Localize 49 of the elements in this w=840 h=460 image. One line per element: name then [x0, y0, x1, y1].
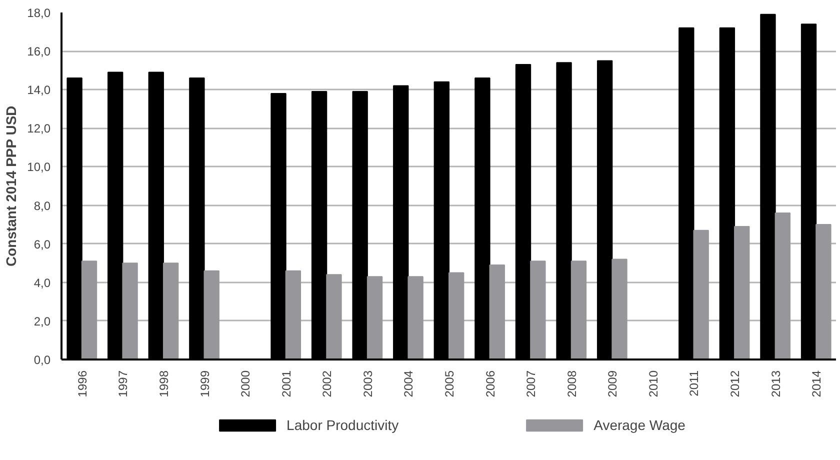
bar	[204, 270, 220, 360]
x-tick-label: 2007	[524, 370, 538, 398]
bar	[448, 272, 464, 360]
bar	[285, 270, 302, 360]
x-tick-label: 1996	[75, 370, 90, 398]
y-tick-label: 4,0	[34, 276, 51, 290]
bar	[693, 230, 709, 360]
x-tick-label: 2008	[564, 370, 579, 398]
x-tick-label: 1997	[116, 370, 130, 398]
bar	[489, 264, 505, 360]
y-tick-label: 0,0	[34, 353, 51, 367]
x-tick-label: 2003	[360, 370, 375, 398]
x-tick-label: 1998	[156, 370, 171, 398]
x-tick-label: 2014	[810, 370, 824, 398]
x-tick-label: 2005	[442, 370, 456, 398]
y-tick-label: 2,0	[34, 314, 51, 328]
y-tick-label: 14,0	[27, 83, 51, 98]
x-tick-label: 2010	[646, 370, 660, 398]
bar	[570, 260, 587, 360]
y-tick-label: 16,0	[27, 44, 51, 59]
x-tick-label: 2011	[687, 370, 702, 396]
x-tick-label: 2002	[320, 370, 334, 398]
bar	[530, 260, 546, 360]
bar	[326, 274, 342, 360]
bar	[612, 258, 628, 360]
x-tick-label: 2000	[238, 370, 253, 398]
bar	[774, 212, 790, 360]
bar	[122, 262, 138, 360]
legend-label: Average Wage	[594, 417, 686, 433]
y-tick-label: 12,0	[27, 122, 51, 136]
x-tick-label: 2013	[768, 370, 783, 398]
x-tick-label: 2009	[606, 370, 620, 398]
y-tick-label: 18,0	[27, 6, 51, 20]
bar	[162, 262, 179, 360]
bar	[408, 276, 424, 360]
bar	[81, 260, 98, 360]
x-tick-label: 2004	[402, 370, 416, 398]
x-tick-label: 2012	[728, 370, 742, 398]
y-tick-label: 6,0	[34, 237, 51, 252]
y-axis-title: Constant 2014 PPP USD	[3, 106, 20, 267]
bar	[734, 226, 750, 360]
x-tick-label: 2001	[279, 370, 294, 398]
legend-label: Labor Productivity	[286, 417, 399, 433]
x-tick-label: 2006	[483, 370, 498, 398]
y-tick-label: 10,0	[27, 160, 51, 174]
y-tick-label: 8,0	[34, 198, 51, 213]
bar	[366, 276, 383, 360]
x-tick-label: 1999	[198, 370, 212, 398]
bar	[816, 224, 832, 360]
